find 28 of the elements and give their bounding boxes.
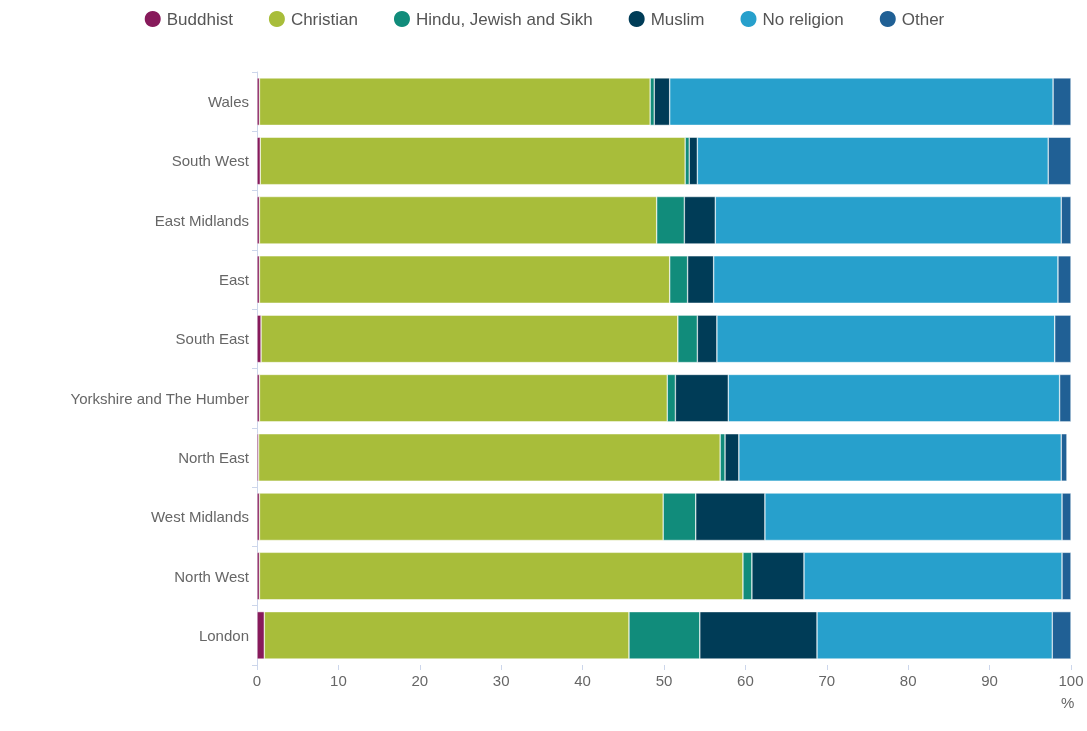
x-tick-label: 30	[492, 672, 510, 689]
x-tick-label: 40	[574, 672, 591, 689]
x-tick-label: 100	[1058, 672, 1084, 689]
x-tick-label: 80	[899, 672, 917, 689]
y-tick-label: Wales	[207, 93, 249, 111]
x-tick-label: 70	[818, 672, 836, 689]
y-tick-label: North West	[174, 567, 250, 585]
x-tick-label: 90	[981, 672, 998, 689]
legend-label: No religion	[762, 9, 844, 29]
y-tick-label: South West	[171, 152, 250, 170]
x-tick-label: 10	[330, 672, 347, 689]
x-tick-label: 0	[252, 672, 262, 689]
y-tick-label: East Midlands	[154, 211, 249, 229]
legend-label: Christian	[290, 9, 358, 29]
legend-label: Other	[901, 9, 945, 29]
x-axis-title: %	[1061, 694, 1075, 711]
x-tick-label: 50	[655, 672, 673, 689]
y-tick-label: Yorkshire and The Humber	[70, 389, 249, 407]
legend-label: Buddhist	[166, 9, 234, 29]
y-tick-label: East	[218, 271, 250, 289]
y-tick-label: North East	[178, 448, 250, 466]
x-tick-label: 20	[411, 672, 429, 689]
y-tick-label: West Midlands	[150, 508, 249, 526]
legend-label: Muslim	[650, 9, 705, 29]
legend-label: Hindu, Jewish and Sikh	[415, 9, 593, 29]
y-tick-label: London	[198, 626, 249, 644]
y-tick-label: South East	[175, 330, 250, 348]
x-tick-label: 60	[737, 672, 754, 689]
